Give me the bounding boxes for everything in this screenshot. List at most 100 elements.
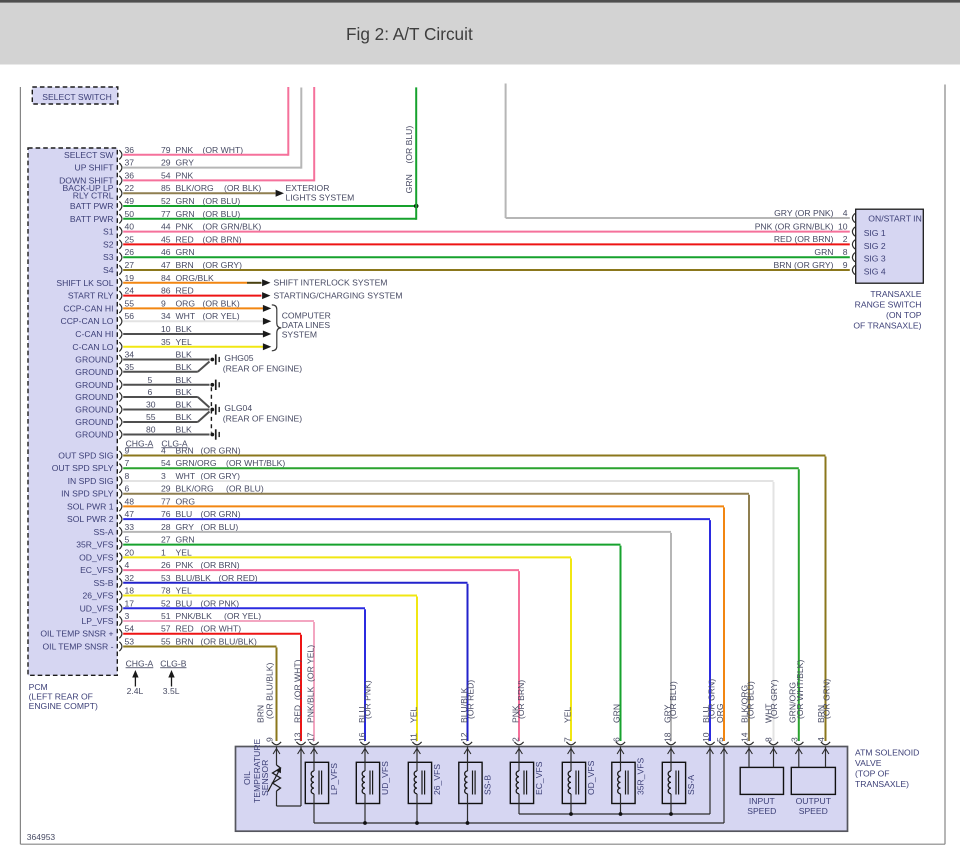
- svg-text:(OR PNK): (OR PNK): [201, 598, 240, 608]
- svg-text:CLG-A: CLG-A: [161, 438, 188, 448]
- svg-text:GRN: GRN: [176, 209, 195, 219]
- svg-text:49: 49: [125, 196, 135, 206]
- svg-text:(OR BLU): (OR BLU): [746, 681, 756, 719]
- svg-text:ORG: ORG: [715, 703, 725, 723]
- svg-text:PCM: PCM: [29, 682, 48, 692]
- svg-text:54: 54: [125, 624, 135, 634]
- svg-text:RANGE SWITCH: RANGE SWITCH: [855, 300, 922, 310]
- svg-text:SOL PWR 2: SOL PWR 2: [67, 514, 114, 524]
- svg-text:8: 8: [763, 737, 773, 742]
- svg-text:RED: RED: [176, 234, 194, 244]
- svg-text:RED (OR BRN): RED (OR BRN): [774, 234, 834, 244]
- svg-text:22: 22: [125, 183, 135, 193]
- svg-text:26: 26: [161, 560, 171, 570]
- svg-text:6: 6: [125, 484, 130, 494]
- svg-text:UP SHIFT: UP SHIFT: [75, 163, 115, 173]
- svg-text:ORG: ORG: [176, 298, 196, 308]
- svg-text:OIL TEMP SNSR -: OIL TEMP SNSR -: [43, 641, 114, 651]
- svg-text:11: 11: [408, 733, 418, 742]
- svg-text:BLU: BLU: [357, 706, 367, 723]
- svg-text:CCP-CAN LO: CCP-CAN LO: [60, 316, 113, 326]
- svg-text:(OR RED): (OR RED): [219, 573, 258, 583]
- svg-text:BLK/ORG: BLK/ORG: [176, 183, 215, 193]
- svg-text:C-CAN LO: C-CAN LO: [72, 342, 113, 352]
- svg-text:SELECT SWITCH: SELECT SWITCH: [42, 92, 112, 102]
- svg-text:55: 55: [125, 298, 135, 308]
- svg-text:(OR BLU): (OR BLU): [201, 522, 239, 532]
- svg-text:UD_VFS: UD_VFS: [380, 761, 390, 795]
- svg-text:5: 5: [148, 375, 153, 385]
- svg-text:2.4L: 2.4L: [127, 686, 144, 696]
- svg-text:(OR BLU): (OR BLU): [203, 196, 241, 206]
- svg-text:(REAR OF ENGINE): (REAR OF ENGINE): [223, 364, 302, 374]
- svg-text:SPEED: SPEED: [799, 806, 828, 816]
- svg-text:GRN: GRN: [176, 196, 195, 206]
- svg-text:86: 86: [161, 286, 171, 296]
- svg-text:52: 52: [161, 196, 171, 206]
- svg-text:SELECT SW: SELECT SW: [64, 150, 114, 160]
- svg-text:PNK/BLK: PNK/BLK: [176, 611, 213, 621]
- svg-text:BRN: BRN: [816, 705, 826, 723]
- svg-text:(OR YEL): (OR YEL): [224, 611, 261, 621]
- svg-text:14: 14: [739, 732, 749, 742]
- svg-text:BLU: BLU: [176, 598, 193, 608]
- svg-text:(OR BRN): (OR BRN): [201, 560, 240, 570]
- svg-text:ORG/BLK: ORG/BLK: [176, 273, 214, 283]
- svg-text:CHG-A: CHG-A: [126, 438, 154, 448]
- svg-text:19: 19: [125, 273, 135, 283]
- svg-text:GROUND: GROUND: [75, 405, 113, 415]
- svg-text:(OR WHT): (OR WHT): [201, 624, 242, 634]
- svg-text:ON/START IN: ON/START IN: [868, 214, 921, 224]
- svg-text:SIG 4: SIG 4: [864, 267, 886, 277]
- svg-text:SYSTEM: SYSTEM: [282, 330, 317, 340]
- svg-text:50: 50: [125, 209, 135, 219]
- svg-text:BACK-UP LP: BACK-UP LP: [63, 183, 114, 193]
- svg-text:BLK: BLK: [176, 324, 193, 334]
- svg-text:S3: S3: [103, 252, 114, 262]
- svg-text:GROUND: GROUND: [75, 380, 113, 390]
- svg-text:RED (OR WHT): RED (OR WHT): [292, 659, 302, 723]
- svg-text:EXTERIOR: EXTERIOR: [286, 183, 330, 193]
- svg-text:TRANSAXLE): TRANSAXLE): [855, 779, 909, 789]
- svg-text:9: 9: [125, 446, 130, 456]
- svg-text:BRN: BRN: [176, 260, 194, 270]
- svg-text:(OR PNK): (OR PNK): [363, 680, 373, 719]
- svg-text:ENGINE COMPT): ENGINE COMPT): [29, 701, 98, 711]
- svg-text:4: 4: [843, 208, 848, 218]
- svg-text:PNK: PNK: [176, 170, 194, 180]
- svg-text:84: 84: [161, 273, 171, 283]
- svg-text:8: 8: [843, 247, 848, 257]
- svg-text:20: 20: [125, 547, 135, 557]
- svg-text:SIG 2: SIG 2: [864, 241, 886, 251]
- svg-text:32: 32: [125, 573, 135, 583]
- svg-text:BLK: BLK: [176, 400, 193, 410]
- svg-text:BRN: BRN: [176, 636, 194, 646]
- svg-text:OUT SPD SIG: OUT SPD SIG: [58, 451, 114, 461]
- svg-text:SENSOR: SENSOR: [260, 760, 270, 796]
- svg-text:35: 35: [125, 362, 135, 372]
- svg-text:S1: S1: [103, 227, 114, 237]
- svg-text:GROUND: GROUND: [75, 355, 113, 365]
- svg-text:SHIFT INTERLOCK SYSTEM: SHIFT INTERLOCK SYSTEM: [274, 278, 388, 288]
- svg-text:BLU: BLU: [701, 706, 711, 723]
- svg-text:2: 2: [510, 737, 520, 742]
- svg-text:10: 10: [701, 732, 711, 742]
- svg-text:GRY: GRY: [176, 522, 195, 532]
- svg-text:40: 40: [125, 222, 135, 232]
- svg-text:GLG04: GLG04: [224, 403, 252, 413]
- svg-text:(OR BLU): (OR BLU): [226, 484, 264, 494]
- svg-text:(OR GRN): (OR GRN): [822, 679, 832, 719]
- svg-text:GROUND: GROUND: [75, 367, 113, 377]
- svg-text:35R_VFS: 35R_VFS: [76, 540, 114, 550]
- svg-text:9: 9: [265, 737, 275, 742]
- svg-text:33: 33: [125, 522, 135, 532]
- svg-text:GRN: GRN: [814, 247, 833, 257]
- svg-text:24: 24: [125, 286, 135, 296]
- svg-text:BATT PWR: BATT PWR: [70, 214, 114, 224]
- svg-text:VALVE: VALVE: [855, 758, 882, 768]
- svg-text:45: 45: [161, 234, 171, 244]
- svg-text:DOWN SHIFT: DOWN SHIFT: [59, 175, 114, 185]
- svg-text:OD_VFS: OD_VFS: [586, 760, 596, 795]
- svg-text:EC_VFS: EC_VFS: [534, 761, 544, 795]
- svg-text:GRN: GRN: [176, 535, 195, 545]
